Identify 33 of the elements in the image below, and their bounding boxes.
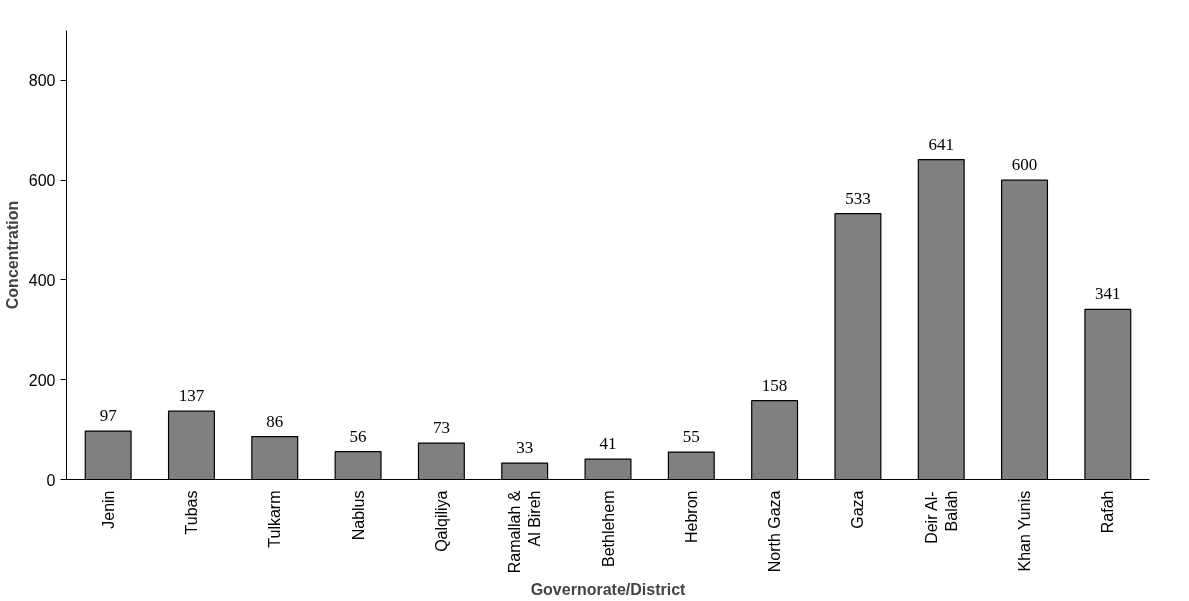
data-label: 73 [432, 418, 450, 438]
data-label: 137 [178, 386, 205, 406]
x-tick-label: Hebron [682, 490, 700, 543]
data-label: 533 [845, 188, 871, 208]
data-label: 86 [266, 411, 284, 431]
data-label: 641 [928, 134, 954, 154]
x-tick-label: Deir Al-Balah [922, 490, 960, 544]
data-label: 56 [349, 426, 367, 446]
x-tick-label: Nablus [349, 490, 367, 541]
data-label: 55 [682, 427, 700, 447]
x-tick-label: Tubas [182, 490, 200, 535]
data-label: 158 [761, 375, 788, 395]
y-tick-label: 400 [28, 271, 56, 289]
x-tick-label: Gaza [849, 490, 867, 529]
x-tick-label: North Gaza [766, 490, 784, 573]
x-tick-label: Tulkarm [266, 490, 284, 548]
data-label: 41 [599, 434, 617, 454]
y-tick-label: 200 [28, 371, 56, 389]
data-label: 97 [99, 406, 118, 426]
x-tick-label: Jenin [99, 490, 117, 529]
x-tick-label: Bethlehem [599, 490, 617, 567]
data-label: 33 [516, 438, 534, 458]
y-tick-label: 0 [46, 471, 56, 489]
data-label: 600 [1011, 155, 1038, 175]
x-tick-label: Ramallah & Al Bireh [505, 490, 544, 574]
x-axis-title: Governorate/District [530, 581, 687, 599]
x-tick-label: Rafah [1099, 490, 1117, 534]
x-tick-label: Qalqiliya [432, 490, 450, 552]
y-tick-label: 800 [28, 72, 56, 90]
x-tick-label: Khan Yunis [1016, 490, 1034, 572]
y-tick-label: 600 [28, 172, 56, 190]
data-label: 341 [1095, 284, 1121, 304]
y-axis-title: Concentration [3, 200, 21, 310]
